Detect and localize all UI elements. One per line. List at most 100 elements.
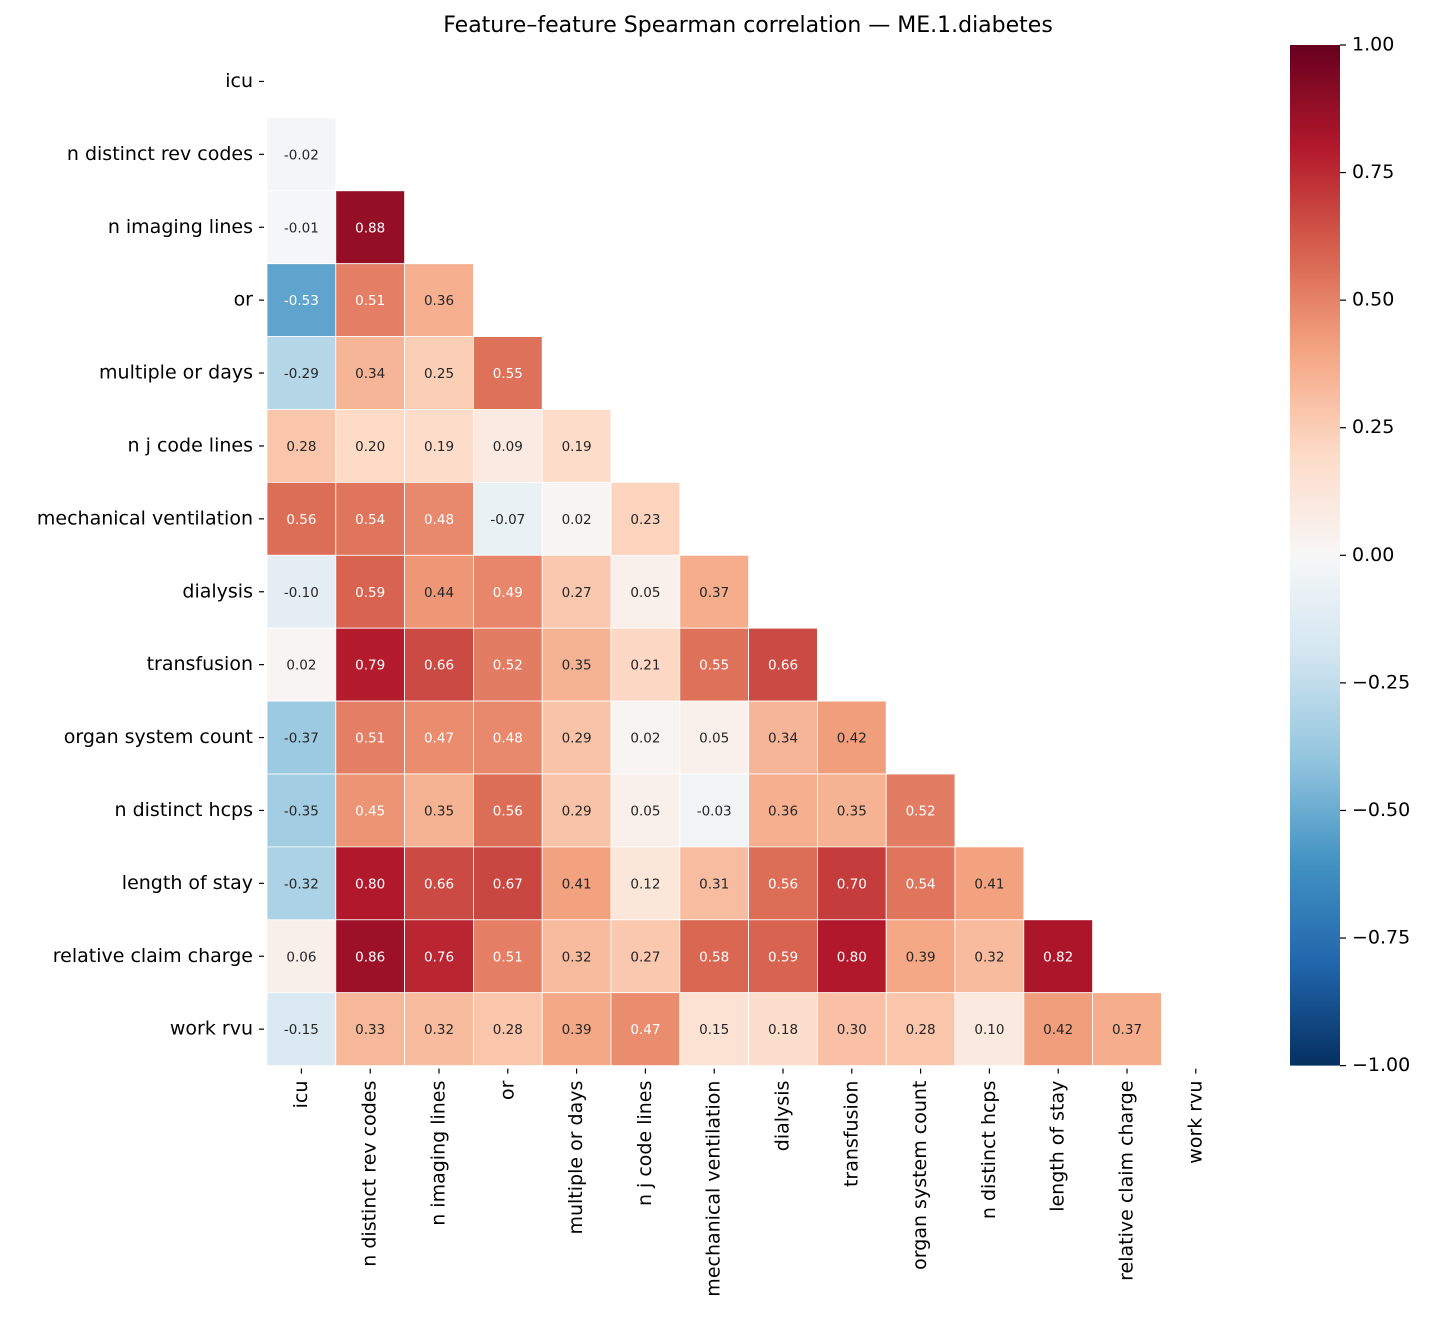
x-tick-label: n j code lines <box>634 1081 656 1206</box>
cell-label: 0.34 <box>355 366 385 382</box>
heatmap-cell <box>266 846 337 921</box>
cell-label: 0.56 <box>768 876 798 892</box>
cell-label: 0.09 <box>493 439 523 455</box>
cell-label: 0.39 <box>562 1022 592 1038</box>
heatmap-cell <box>472 409 543 483</box>
heatmap-cell <box>610 773 681 848</box>
heatmap-cell <box>610 846 681 921</box>
y-tick-label: icu <box>225 70 253 92</box>
heatmap-cell <box>472 846 543 921</box>
cell-label: 0.52 <box>493 658 523 674</box>
cell-label: 0.29 <box>562 731 592 747</box>
cell-label: 0.56 <box>493 803 523 819</box>
cell-label: 0.51 <box>493 949 523 965</box>
y-tick-label: n j code lines <box>128 434 253 456</box>
y-tick-label: organ system count <box>64 726 253 748</box>
heatmap-cell <box>610 700 681 775</box>
heatmap-cell <box>1092 992 1162 1067</box>
x-tick-label: dialysis <box>772 1081 794 1152</box>
heatmap-cell <box>748 919 818 994</box>
cell-label: 0.66 <box>768 658 798 674</box>
heatmap-cell <box>679 919 749 994</box>
cell-label: 0.80 <box>837 949 867 965</box>
cell-label: 0.48 <box>424 512 454 528</box>
cell-label: 0.20 <box>355 439 385 455</box>
cell-label: 0.33 <box>355 1022 385 1038</box>
cell-label: 0.34 <box>768 731 798 747</box>
heatmap-cell <box>885 992 956 1067</box>
heatmap-cell <box>817 992 887 1067</box>
cell-label: 0.37 <box>1112 1022 1142 1038</box>
heatmap-cell <box>541 409 612 483</box>
heatmap-cell <box>404 992 474 1067</box>
colorbar-tick-label: 1.00 <box>1352 34 1394 56</box>
x-tick-label: n imaging lines <box>428 1081 450 1226</box>
cell-label: 0.47 <box>424 731 454 747</box>
cell-label: 0.02 <box>286 658 316 674</box>
y-tick-label: work rvu <box>170 1018 253 1040</box>
colorbar-tick-label: −0.75 <box>1352 927 1410 949</box>
cell-label: 0.54 <box>355 512 385 528</box>
cell-label: 0.35 <box>837 803 867 819</box>
cell-label: 0.82 <box>1043 949 1073 965</box>
heatmap-cell <box>266 992 337 1067</box>
cell-label: 0.05 <box>699 731 729 747</box>
heatmap-cell <box>404 481 474 556</box>
heatmap-cell <box>266 190 337 265</box>
heatmap-cell <box>266 263 337 338</box>
heatmap-cell <box>404 409 474 483</box>
heatmap-cell <box>266 919 337 994</box>
heatmap-cell <box>404 919 474 994</box>
cell-label: 0.49 <box>493 585 523 601</box>
heatmap-cell <box>404 627 474 702</box>
y-tick-label: n distinct hcps <box>115 799 253 821</box>
cell-label: -0.35 <box>284 803 319 819</box>
cell-label: 0.54 <box>906 876 936 892</box>
heatmap-cell <box>679 992 749 1067</box>
heatmap-cell <box>610 919 681 994</box>
cell-label: 0.66 <box>424 658 454 674</box>
colorbar-tick-label: −0.25 <box>1352 671 1410 693</box>
heatmap-cell <box>472 481 543 556</box>
heatmap-cell <box>472 773 543 848</box>
heatmap-cell <box>610 481 681 556</box>
cell-label: -0.10 <box>284 585 319 601</box>
heatmap-cell <box>610 992 681 1067</box>
cell-label: 0.55 <box>699 658 729 674</box>
heatmap-cell <box>266 627 337 702</box>
y-tick-label: length of stay <box>122 872 253 894</box>
heatmap-cell <box>748 627 818 702</box>
heatmap-cell <box>472 919 543 994</box>
cell-label: 0.86 <box>355 949 385 965</box>
x-tick-label: organ system count <box>909 1081 931 1270</box>
cell-label: 0.19 <box>562 439 592 455</box>
heatmap-cell <box>679 700 749 775</box>
cell-label: 0.10 <box>974 1022 1004 1038</box>
cell-label: 0.55 <box>493 366 523 382</box>
cell-label: 0.32 <box>974 949 1004 965</box>
colorbar <box>1290 45 1340 1066</box>
cell-label: -0.15 <box>284 1022 319 1038</box>
heatmap-cell <box>404 773 474 848</box>
cell-label: 0.79 <box>355 658 385 674</box>
cell-label: 0.59 <box>355 585 385 601</box>
heatmap-cell <box>748 773 818 848</box>
x-tick-label: relative claim charge <box>1116 1081 1138 1281</box>
heatmap-cell <box>610 554 681 629</box>
colorbar-tick-label: 0.50 <box>1352 289 1394 311</box>
heatmap-cell <box>679 554 749 629</box>
heatmap-cell <box>1023 919 1093 994</box>
cell-label: 0.25 <box>424 366 454 382</box>
x-tick-label: icu <box>290 1081 312 1109</box>
y-tick-label: n imaging lines <box>108 216 253 238</box>
cell-label: 0.39 <box>906 949 936 965</box>
cell-label: -0.03 <box>697 803 732 819</box>
cell-label: 0.02 <box>562 512 592 528</box>
x-tick-label: n distinct hcps <box>978 1081 1000 1219</box>
heatmap-cell <box>266 554 337 629</box>
cell-label: 0.06 <box>286 949 316 965</box>
cell-label: 0.18 <box>768 1022 798 1038</box>
cell-label: 0.42 <box>837 731 867 747</box>
cell-label: 0.05 <box>630 585 660 601</box>
cell-label: 0.66 <box>424 876 454 892</box>
